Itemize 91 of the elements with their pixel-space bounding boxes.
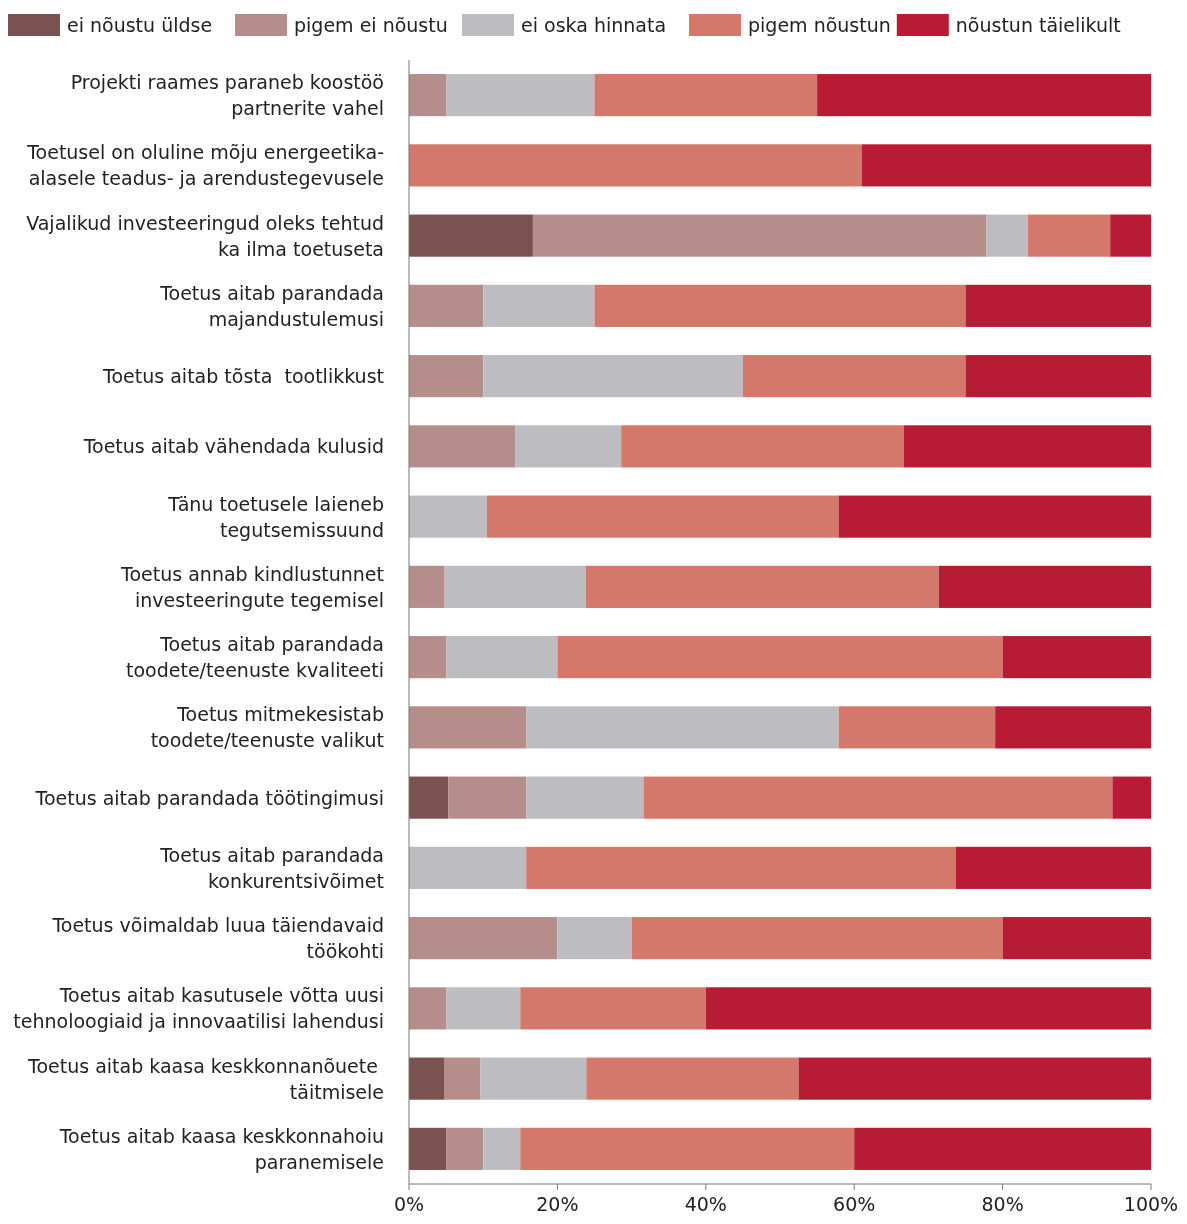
bar xyxy=(838,495,1151,538)
bar xyxy=(446,1127,484,1170)
y-tick-label: Toetus aitab parandada majandustulemusi xyxy=(159,281,384,330)
bar xyxy=(1112,776,1151,819)
bar xyxy=(409,917,558,960)
y-tick-label: Toetus mitmekesistab toodete/teenuste valikut xyxy=(150,703,384,752)
y-tick-label: Toetus aitab kasutusele võtta uusi tehnoloogiaid ja innovaatilisi lahendusi xyxy=(13,984,384,1033)
bar xyxy=(409,495,487,538)
bar xyxy=(409,636,447,679)
bar xyxy=(409,214,533,257)
y-tick-label: Toetus aitab kaasa keskkonnanõuete täitmisele xyxy=(27,1054,384,1103)
bar xyxy=(515,425,622,468)
bar xyxy=(585,565,939,608)
bar xyxy=(409,706,527,749)
y-tick-label: Toetus aitab parandada konkurentsivõimet xyxy=(159,843,384,892)
legend-label: pigem ei nõustu xyxy=(294,14,448,36)
bar xyxy=(798,1057,1151,1100)
bar xyxy=(1027,214,1111,257)
legend-label: pigem nõustun xyxy=(748,14,891,36)
bar xyxy=(446,636,558,679)
bar xyxy=(409,74,447,117)
y-tick-label: Toetus aitab vähendada kulusid xyxy=(82,435,384,458)
bar xyxy=(526,706,839,749)
y-tick-label: Toetus aitab parandada toodete/teenuste kvaliteeti xyxy=(126,633,384,682)
bar xyxy=(446,987,521,1030)
bar xyxy=(586,1057,799,1100)
bar xyxy=(520,1127,855,1170)
y-tick-label: Projekti raames paraneb koostöö partnerite vahel xyxy=(70,71,384,120)
x-tick-label: 40% xyxy=(684,1193,727,1215)
legend-label: nõustun täielikult xyxy=(955,14,1121,36)
bar xyxy=(631,917,1003,960)
bar xyxy=(409,355,484,398)
bar xyxy=(409,1057,445,1100)
bar xyxy=(861,144,1151,187)
y-tick-label: Toetus aitab parandada töötingimusi xyxy=(34,786,384,809)
x-tick-label: 60% xyxy=(833,1193,876,1215)
bar xyxy=(965,355,1151,398)
y-tick-label: Toetus aitab kaasa keskkonnahoiu paranemisele xyxy=(58,1124,384,1173)
bar xyxy=(444,565,586,608)
bar xyxy=(480,1057,587,1100)
bar xyxy=(557,636,1003,679)
bar xyxy=(483,1127,521,1170)
bar xyxy=(1002,917,1151,960)
y-tick-label: Vajalikud investeeringud oleks tehtud ka ilma toetuseta xyxy=(26,211,384,260)
bar xyxy=(817,74,1151,117)
bar xyxy=(986,214,1028,257)
y-tick-label: Toetusel on oluline mõju energeetika- alasele teadus- ja arendustegevusele xyxy=(26,141,384,190)
y-tick-label: Toetus annab kindlustunnet investeeringute tegemisel xyxy=(120,562,384,611)
bar xyxy=(965,284,1151,327)
bar xyxy=(409,1127,447,1170)
x-tick-label: 80% xyxy=(981,1193,1024,1215)
bar xyxy=(446,74,595,117)
bar xyxy=(594,74,818,117)
bar xyxy=(838,706,996,749)
bar xyxy=(955,846,1151,889)
bar xyxy=(1002,636,1151,679)
bar xyxy=(409,565,445,608)
bar xyxy=(621,425,904,468)
bar xyxy=(483,355,743,398)
bar xyxy=(526,846,956,889)
y-tick-label: Toetus võimaldab luua täiendavaid töökohti xyxy=(51,914,384,963)
bar xyxy=(532,214,987,257)
x-tick-label: 20% xyxy=(536,1193,579,1215)
bar xyxy=(903,425,1151,468)
bar xyxy=(409,776,449,819)
bar xyxy=(409,846,527,889)
bar xyxy=(742,355,966,398)
bar xyxy=(486,495,839,538)
x-tick-label: 100% xyxy=(1123,1193,1179,1215)
bar xyxy=(938,565,1151,608)
bar xyxy=(854,1127,1151,1170)
bar xyxy=(526,776,644,819)
bar xyxy=(643,776,1113,819)
legend-label: ei nõustu üldse xyxy=(67,14,213,36)
legend-label: ei oska hinnata xyxy=(521,14,667,36)
bar xyxy=(995,706,1151,749)
bar xyxy=(409,425,516,468)
bar xyxy=(557,917,632,960)
bar xyxy=(705,987,1151,1030)
bar xyxy=(1110,214,1151,257)
x-tick-label: 0% xyxy=(393,1193,425,1215)
bar xyxy=(520,987,706,1030)
bar xyxy=(594,284,966,327)
bar xyxy=(409,284,484,327)
bar xyxy=(444,1057,481,1100)
bar xyxy=(409,987,447,1030)
bar xyxy=(409,144,862,187)
bar xyxy=(483,284,595,327)
bar xyxy=(448,776,527,819)
y-tick-label: Tänu toetusele laieneb tegutsemissuund xyxy=(167,492,384,541)
y-tick-label: Toetus aitab tõsta tootlikkust xyxy=(102,365,384,388)
